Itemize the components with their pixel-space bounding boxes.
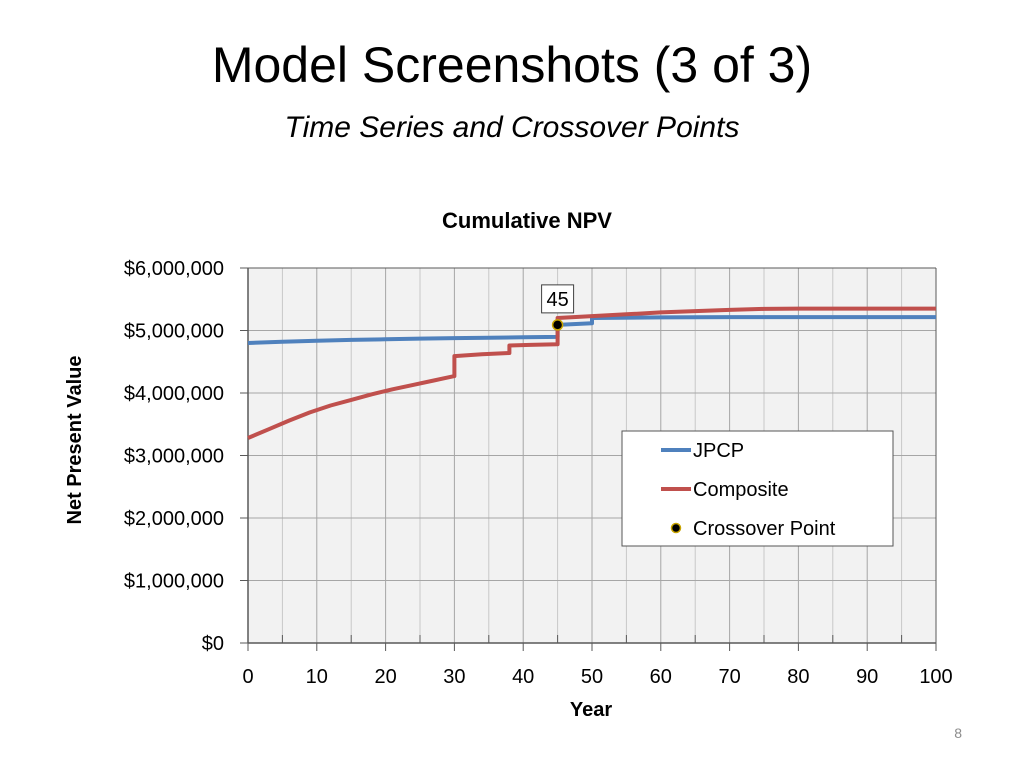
series-lines [247,306,936,440]
page-number: 8 [954,725,962,741]
x-axis-label: Year [570,699,612,721]
legend: JPCP Composite Crossover Point [621,430,894,547]
x-tick-label: 100 [919,666,952,688]
slide-title: Model Screenshots (3 of 3) [211,37,813,93]
x-tick-label: 30 [443,666,465,688]
legend-label-composite: Composite [693,479,789,501]
legend-swatch-crossover [670,522,682,534]
x-tick-label: 0 [242,666,253,688]
chart-title: Cumulative NPV [442,208,612,233]
tick-labels: 0 10 20 30 40 50 60 70 80 90 100 $0 $1,000,000 $2,000… [124,258,953,688]
x-tick-label: 60 [650,666,672,688]
x-tick-label: 70 [718,666,740,688]
x-tick-label: 20 [374,666,396,688]
x-tick-label: 90 [856,666,878,688]
x-tick-label: 50 [581,666,603,688]
y-tick-label: $3,000,000 [124,446,224,468]
y-tick-label: $6,000,000 [124,258,224,280]
series-line-jpcp [247,315,936,345]
x-tick-label: 80 [787,666,809,688]
y-tick-label: $2,000,000 [124,508,224,530]
slide-subtitle: Time Series and Crossover Points [284,111,740,144]
legend-label-crossover: Crossover Point [693,518,836,540]
x-tick-label: 10 [306,666,328,688]
legend-label-jpcp: JPCP [693,440,744,462]
crossover-point [551,319,564,331]
series-line-composite [247,306,936,440]
y-tick-label: $4,000,000 [124,383,224,405]
crossover-marker: 45 [541,284,575,331]
y-tick-label: $1,000,000 [124,571,224,593]
x-tick-label: 40 [512,666,534,688]
axes [240,267,937,651]
y-tick-label: $5,000,000 [124,321,224,343]
y-tick-label: $0 [202,633,224,655]
crossover-label: 45 [546,289,568,311]
y-axis-label: Net Present Value [64,356,86,525]
crossover-label-box [541,284,575,314]
